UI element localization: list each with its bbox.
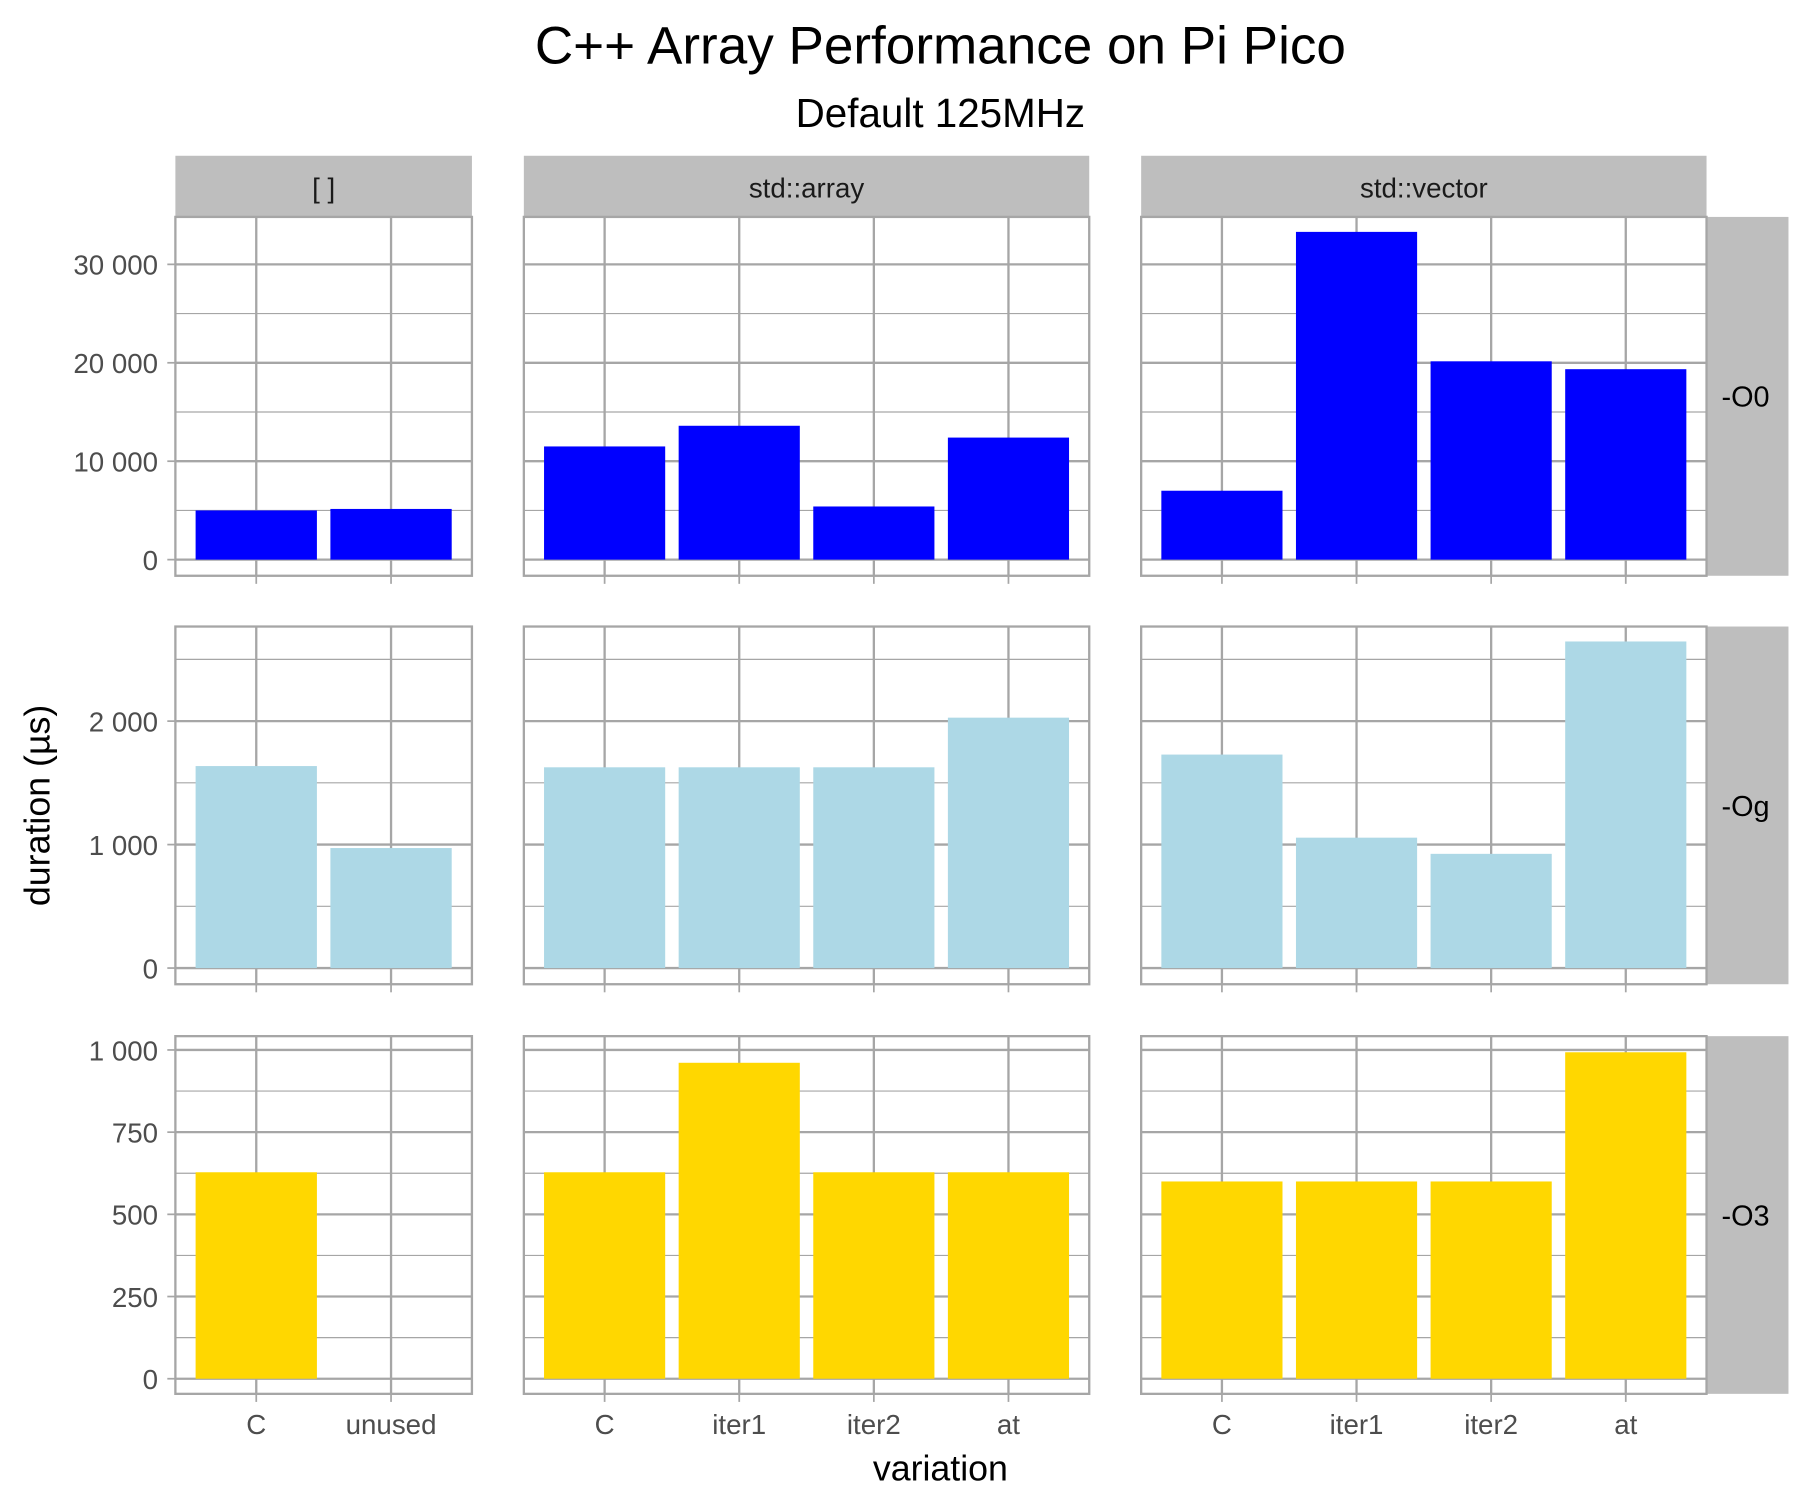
y-tick-label: 1 000 <box>89 830 158 861</box>
x-tick-label: at <box>1614 1409 1637 1440</box>
x-tick-label: C <box>1212 1409 1232 1440</box>
panel-border <box>174 215 474 577</box>
facet-strip-label: [ ] <box>312 172 335 203</box>
bar <box>1565 1052 1687 1379</box>
panel-border <box>1140 215 1708 577</box>
bar <box>1161 490 1283 560</box>
panel-border <box>174 625 474 986</box>
facet-strip-label: std::vector <box>1360 172 1488 203</box>
facet-strip-label: std::array <box>749 172 865 203</box>
facet-strip-label: -Og <box>1722 791 1770 823</box>
bar <box>947 437 1070 560</box>
panel-border <box>1140 625 1708 986</box>
y-tick-label: 0 <box>143 545 158 576</box>
facet-strip-row <box>1706 216 1789 576</box>
bar <box>330 848 452 969</box>
y-tick-label: 750 <box>112 1118 158 1149</box>
facet-strip-row <box>1706 1036 1789 1394</box>
bar <box>947 717 1070 969</box>
bar <box>544 446 666 560</box>
bar <box>1295 231 1418 560</box>
x-tick-label: C <box>246 1409 266 1440</box>
bar <box>1161 1181 1283 1379</box>
panel-border <box>522 215 1091 577</box>
bar <box>195 766 317 969</box>
bar <box>330 508 452 560</box>
bar <box>813 506 935 560</box>
y-tick-label: 30 000 <box>73 250 158 281</box>
chart-subtitle: Default 125MHz <box>796 90 1086 136</box>
bar <box>813 1172 935 1379</box>
panel-border <box>1140 1035 1708 1395</box>
bar <box>1295 837 1418 969</box>
facet-strip-row <box>1706 626 1789 985</box>
bar <box>947 1172 1070 1379</box>
x-tick-label: C <box>595 1409 615 1440</box>
facet-strip-column <box>175 155 472 217</box>
bar <box>544 767 666 969</box>
y-tick-label: 2 000 <box>89 707 158 738</box>
x-tick-label: iter2 <box>1464 1409 1518 1440</box>
bar <box>1161 754 1283 969</box>
y-tick-label: 250 <box>112 1282 158 1313</box>
facet-strip-column <box>1141 155 1707 217</box>
panel-border <box>522 1035 1091 1395</box>
x-tick-label: unused <box>346 1409 437 1440</box>
chart-title: C++ Array Performance on Pi Pico <box>535 16 1346 75</box>
y-tick-label: 0 <box>143 953 158 984</box>
bar <box>195 510 317 560</box>
y-tick-label: 0 <box>143 1364 158 1395</box>
facet-strip-label: -O0 <box>1722 382 1770 414</box>
y-tick-label: 500 <box>112 1200 158 1231</box>
y-tick-label: 10 000 <box>73 447 158 478</box>
x-tick-label: at <box>997 1409 1020 1440</box>
panel-border <box>174 1035 474 1395</box>
facet-strip-column <box>523 155 1090 217</box>
bar <box>544 1172 666 1379</box>
x-tick-label: iter1 <box>1330 1409 1384 1440</box>
panel-border <box>522 625 1091 986</box>
facet-strip-label: -O3 <box>1722 1200 1770 1232</box>
bar <box>678 1062 800 1379</box>
bar <box>195 1172 317 1379</box>
x-tick-label: iter2 <box>847 1409 901 1440</box>
bar <box>1430 853 1552 969</box>
bar <box>813 767 935 969</box>
bar <box>1565 641 1687 969</box>
bar <box>678 767 800 969</box>
y-axis-label: duration (µs) <box>18 705 58 906</box>
bar <box>678 425 800 560</box>
y-tick-label: 1 000 <box>89 1035 158 1066</box>
bar <box>1430 361 1552 560</box>
bar <box>1295 1181 1418 1379</box>
bar <box>1565 369 1687 560</box>
y-tick-label: 20 000 <box>73 348 158 379</box>
x-axis-label: variation <box>873 1448 1008 1488</box>
bar <box>1430 1181 1552 1379</box>
x-tick-label: iter1 <box>712 1409 766 1440</box>
